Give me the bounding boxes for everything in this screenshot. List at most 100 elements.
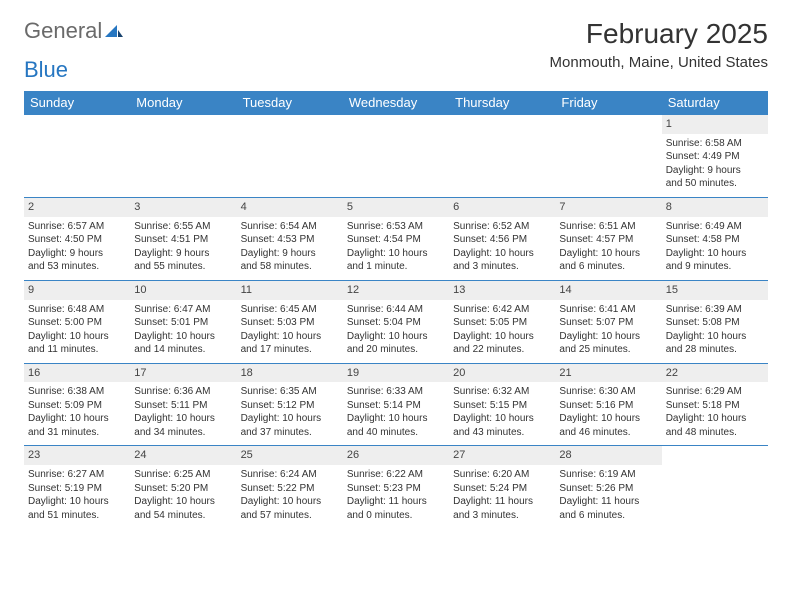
logo-text-block: General Blue: [24, 18, 124, 83]
day-number: 3: [130, 198, 236, 217]
sunset-text: Sunset: 4:49 PM: [666, 150, 764, 164]
location-label: Monmouth, Maine, United States: [550, 54, 768, 71]
weekday-header-saturday: Saturday: [662, 91, 768, 114]
daylight-text-1: Daylight: 10 hours: [347, 412, 445, 426]
sunrise-text: Sunrise: 6:47 AM: [134, 303, 232, 317]
day-number: 13: [449, 281, 555, 300]
sunset-text: Sunset: 5:03 PM: [241, 316, 339, 330]
day-cell: 22Sunrise: 6:29 AMSunset: 5:18 PMDayligh…: [662, 364, 768, 446]
daylight-text-1: Daylight: 10 hours: [559, 412, 657, 426]
sunset-text: Sunset: 4:51 PM: [134, 233, 232, 247]
sunset-text: Sunset: 5:24 PM: [453, 482, 551, 496]
day-number: 24: [130, 446, 236, 465]
sunrise-text: Sunrise: 6:35 AM: [241, 385, 339, 399]
daylight-text-2: and 37 minutes.: [241, 426, 339, 440]
day-cell: 16Sunrise: 6:38 AMSunset: 5:09 PMDayligh…: [24, 364, 130, 446]
sunset-text: Sunset: 5:04 PM: [347, 316, 445, 330]
day-cell: 9Sunrise: 6:48 AMSunset: 5:00 PMDaylight…: [24, 281, 130, 363]
sunrise-text: Sunrise: 6:30 AM: [559, 385, 657, 399]
daylight-text-1: Daylight: 10 hours: [453, 330, 551, 344]
sunset-text: Sunset: 4:54 PM: [347, 233, 445, 247]
day-cell: 15Sunrise: 6:39 AMSunset: 5:08 PMDayligh…: [662, 281, 768, 363]
daylight-text-2: and 48 minutes.: [666, 426, 764, 440]
day-cell: 1Sunrise: 6:58 AMSunset: 4:49 PMDaylight…: [662, 115, 768, 197]
sunrise-text: Sunrise: 6:48 AM: [28, 303, 126, 317]
sunrise-text: Sunrise: 6:27 AM: [28, 468, 126, 482]
sunset-text: Sunset: 5:26 PM: [559, 482, 657, 496]
daylight-text-2: and 1 minute.: [347, 260, 445, 274]
week-row: 9Sunrise: 6:48 AMSunset: 5:00 PMDaylight…: [24, 281, 768, 364]
daylight-text-2: and 43 minutes.: [453, 426, 551, 440]
day-cell: 8Sunrise: 6:49 AMSunset: 4:58 PMDaylight…: [662, 198, 768, 280]
sunrise-text: Sunrise: 6:38 AM: [28, 385, 126, 399]
day-cell: 13Sunrise: 6:42 AMSunset: 5:05 PMDayligh…: [449, 281, 555, 363]
day-cell: 11Sunrise: 6:45 AMSunset: 5:03 PMDayligh…: [237, 281, 343, 363]
daylight-text-2: and 28 minutes.: [666, 343, 764, 357]
daylight-text-2: and 3 minutes.: [453, 260, 551, 274]
day-number: 19: [343, 364, 449, 383]
sunrise-text: Sunrise: 6:19 AM: [559, 468, 657, 482]
week-row: 2Sunrise: 6:57 AMSunset: 4:50 PMDaylight…: [24, 198, 768, 281]
day-number: 12: [343, 281, 449, 300]
day-number: 28: [555, 446, 661, 465]
day-cell: 17Sunrise: 6:36 AMSunset: 5:11 PMDayligh…: [130, 364, 236, 446]
title-block: February 2025 Monmouth, Maine, United St…: [550, 18, 768, 71]
daylight-text-1: Daylight: 10 hours: [134, 495, 232, 509]
calendar-body: 1Sunrise: 6:58 AMSunset: 4:49 PMDaylight…: [24, 114, 768, 528]
sunrise-text: Sunrise: 6:32 AM: [453, 385, 551, 399]
day-number: 25: [237, 446, 343, 465]
daylight-text-1: Daylight: 11 hours: [453, 495, 551, 509]
day-number: 7: [555, 198, 661, 217]
day-cell: 6Sunrise: 6:52 AMSunset: 4:56 PMDaylight…: [449, 198, 555, 280]
day-cell: [449, 115, 555, 197]
daylight-text-2: and 55 minutes.: [134, 260, 232, 274]
day-cell: 25Sunrise: 6:24 AMSunset: 5:22 PMDayligh…: [237, 446, 343, 528]
sunrise-text: Sunrise: 6:41 AM: [559, 303, 657, 317]
sunset-text: Sunset: 5:08 PM: [666, 316, 764, 330]
daylight-text-1: Daylight: 10 hours: [453, 412, 551, 426]
daylight-text-1: Daylight: 9 hours: [241, 247, 339, 261]
weekday-header-monday: Monday: [130, 91, 236, 114]
sunset-text: Sunset: 4:53 PM: [241, 233, 339, 247]
sunset-text: Sunset: 5:01 PM: [134, 316, 232, 330]
day-cell: 28Sunrise: 6:19 AMSunset: 5:26 PMDayligh…: [555, 446, 661, 528]
page-header: General Blue February 2025 Monmouth, Mai…: [24, 18, 768, 83]
sunrise-text: Sunrise: 6:33 AM: [347, 385, 445, 399]
sunset-text: Sunset: 5:18 PM: [666, 399, 764, 413]
day-cell: [24, 115, 130, 197]
day-number: 27: [449, 446, 555, 465]
sunrise-text: Sunrise: 6:51 AM: [559, 220, 657, 234]
day-cell: 24Sunrise: 6:25 AMSunset: 5:20 PMDayligh…: [130, 446, 236, 528]
daylight-text-1: Daylight: 10 hours: [347, 330, 445, 344]
sunset-text: Sunset: 5:20 PM: [134, 482, 232, 496]
daylight-text-1: Daylight: 10 hours: [241, 412, 339, 426]
sunset-text: Sunset: 4:57 PM: [559, 233, 657, 247]
day-cell: 4Sunrise: 6:54 AMSunset: 4:53 PMDaylight…: [237, 198, 343, 280]
day-number: 21: [555, 364, 661, 383]
day-number: 9: [24, 281, 130, 300]
daylight-text-2: and 34 minutes.: [134, 426, 232, 440]
sunset-text: Sunset: 5:19 PM: [28, 482, 126, 496]
daylight-text-2: and 6 minutes.: [559, 260, 657, 274]
daylight-text-1: Daylight: 9 hours: [134, 247, 232, 261]
sunrise-text: Sunrise: 6:29 AM: [666, 385, 764, 399]
daylight-text-1: Daylight: 11 hours: [347, 495, 445, 509]
daylight-text-1: Daylight: 10 hours: [666, 330, 764, 344]
weekday-header-friday: Friday: [555, 91, 661, 114]
daylight-text-2: and 3 minutes.: [453, 509, 551, 523]
day-cell: 23Sunrise: 6:27 AMSunset: 5:19 PMDayligh…: [24, 446, 130, 528]
day-number: 4: [237, 198, 343, 217]
sunrise-text: Sunrise: 6:20 AM: [453, 468, 551, 482]
sunrise-text: Sunrise: 6:52 AM: [453, 220, 551, 234]
sunrise-text: Sunrise: 6:44 AM: [347, 303, 445, 317]
daylight-text-1: Daylight: 10 hours: [453, 247, 551, 261]
day-number: 14: [555, 281, 661, 300]
sunset-text: Sunset: 5:12 PM: [241, 399, 339, 413]
day-cell: 2Sunrise: 6:57 AMSunset: 4:50 PMDaylight…: [24, 198, 130, 280]
daylight-text-2: and 50 minutes.: [666, 177, 764, 191]
day-number: 1: [662, 115, 768, 134]
daylight-text-1: Daylight: 10 hours: [666, 247, 764, 261]
day-cell: [237, 115, 343, 197]
daylight-text-1: Daylight: 10 hours: [559, 330, 657, 344]
sunrise-text: Sunrise: 6:39 AM: [666, 303, 764, 317]
